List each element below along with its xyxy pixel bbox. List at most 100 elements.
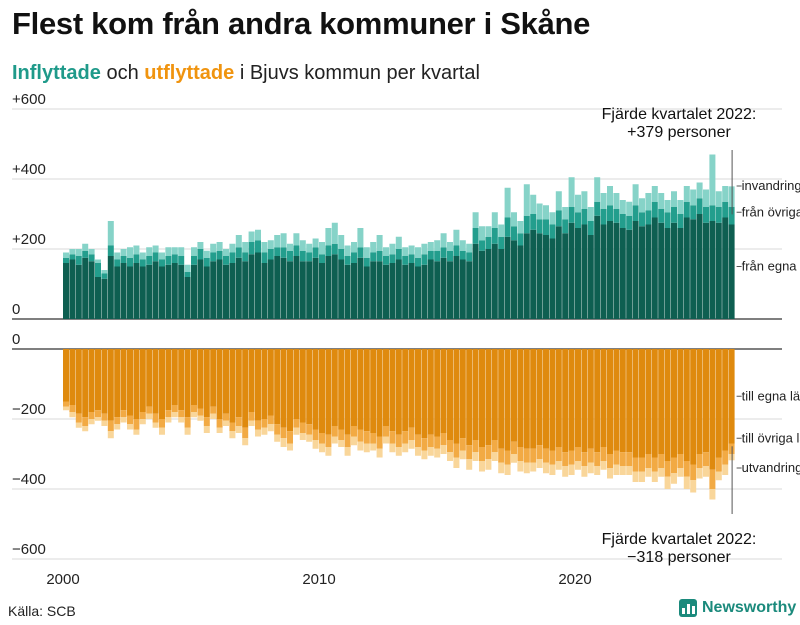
- bar-in_abroad: [549, 212, 556, 225]
- bar-in_abroad: [178, 247, 185, 256]
- bar-out_own: [639, 349, 645, 458]
- bar-out_own: [107, 349, 114, 421]
- bar-in_other: [607, 205, 613, 221]
- bar-in_own: [728, 224, 735, 319]
- bar-out_abroad: [216, 427, 223, 433]
- bar-out_own: [421, 349, 428, 439]
- bar-in_abroad: [146, 247, 153, 256]
- bar-out_own: [223, 349, 229, 414]
- bar-in_other: [421, 254, 428, 265]
- bar-out_other: [427, 434, 434, 447]
- bar-out_other: [331, 426, 338, 437]
- bar-in_other: [114, 259, 121, 267]
- bar-in_other: [453, 245, 460, 256]
- bar-out_own: [165, 349, 172, 411]
- x-tick-label: 2020: [558, 571, 591, 588]
- bar-in_own: [319, 263, 325, 319]
- bar-in_abroad: [632, 184, 639, 206]
- bar-out_own: [280, 349, 287, 428]
- bar-out_abroad: [472, 452, 479, 461]
- bar-in_own: [331, 254, 338, 319]
- bar-in_own: [415, 266, 421, 319]
- bar-out_own: [402, 349, 409, 432]
- series-label-out_other: till övriga län: [742, 430, 800, 445]
- bar-out_other: [677, 454, 684, 468]
- bar-out_own: [466, 349, 473, 446]
- bar-out_abroad: [722, 464, 729, 475]
- bar-in_abroad: [600, 193, 607, 209]
- bar-out_own: [690, 349, 697, 465]
- bar-in_abroad: [498, 224, 505, 237]
- bar-in_abroad: [235, 235, 242, 248]
- bar-in_other: [671, 207, 677, 223]
- bar-in_own: [370, 261, 377, 319]
- bar-out_abroad: [709, 489, 716, 500]
- bar-in_own: [299, 261, 306, 319]
- bar-out_abroad: [581, 466, 588, 477]
- brand-name: Newsworthy: [702, 599, 797, 616]
- bar-in_own: [107, 256, 114, 319]
- bar-out_other: [709, 469, 716, 489]
- bar-out_own: [370, 349, 377, 433]
- bar-in_own: [395, 259, 402, 319]
- bar-in_own: [63, 263, 69, 319]
- bar-in_other: [568, 207, 575, 223]
- bar-in_own: [607, 221, 613, 319]
- bar-out_own: [549, 349, 556, 451]
- bar-out_abroad: [511, 454, 517, 463]
- bar-in_other: [338, 249, 345, 260]
- bar-out_own: [613, 349, 620, 451]
- bar-in_own: [658, 222, 665, 319]
- bar-in_own: [466, 261, 473, 319]
- bar-out_own: [594, 349, 601, 453]
- bar-in_own: [447, 261, 453, 319]
- y-tick-label: 0: [12, 301, 20, 318]
- bar-in_other: [690, 205, 697, 220]
- bar-in_other: [325, 245, 332, 256]
- bar-out_other: [203, 417, 210, 426]
- bar-out_own: [75, 349, 82, 414]
- bar-in_other: [594, 201, 601, 216]
- bar-in_own: [671, 222, 677, 319]
- bar-in_own: [530, 229, 537, 319]
- bar-out_abroad: [619, 466, 626, 475]
- bar-out_abroad: [255, 429, 261, 437]
- bar-in_own: [715, 222, 722, 319]
- bar-out_own: [363, 349, 370, 432]
- bar-out_own: [248, 349, 255, 412]
- bar-out_abroad: [504, 464, 511, 475]
- bar-out_other: [184, 417, 191, 428]
- bar-in_other: [293, 245, 300, 256]
- bar-out_other: [523, 448, 530, 463]
- bar-out_other: [453, 443, 460, 458]
- bar-in_abroad: [319, 242, 325, 255]
- bar-out_own: [331, 349, 338, 426]
- bar-out_other: [248, 412, 255, 421]
- bar-in_abroad: [197, 242, 204, 249]
- bar-out_other: [152, 413, 159, 423]
- bar-out_abroad: [491, 452, 498, 461]
- bar-in_other: [370, 252, 377, 262]
- bar-out_other: [575, 447, 581, 461]
- bar-in_own: [261, 263, 268, 319]
- bar-in_other: [645, 210, 652, 225]
- bar-in_other: [312, 247, 319, 258]
- bar-in_own: [639, 226, 645, 319]
- bar-in_own: [645, 224, 652, 319]
- bar-out_other: [146, 406, 153, 414]
- bar-out_other: [440, 433, 447, 446]
- series-label-in_abroad: invandring: [742, 178, 800, 193]
- bar-out_abroad: [69, 412, 76, 418]
- bar-in_own: [408, 263, 415, 319]
- bar-in_own: [427, 259, 434, 319]
- bar-out_other: [139, 412, 146, 419]
- bar-in_own: [184, 277, 191, 319]
- bar-out_other: [389, 431, 396, 444]
- bar-in_other: [159, 259, 165, 267]
- bar-in_own: [523, 233, 530, 319]
- bar-in_other: [613, 208, 620, 223]
- bar-in_own: [191, 264, 197, 319]
- series-label-in_own: från egna länet: [742, 259, 800, 274]
- bar-out_own: [472, 349, 479, 440]
